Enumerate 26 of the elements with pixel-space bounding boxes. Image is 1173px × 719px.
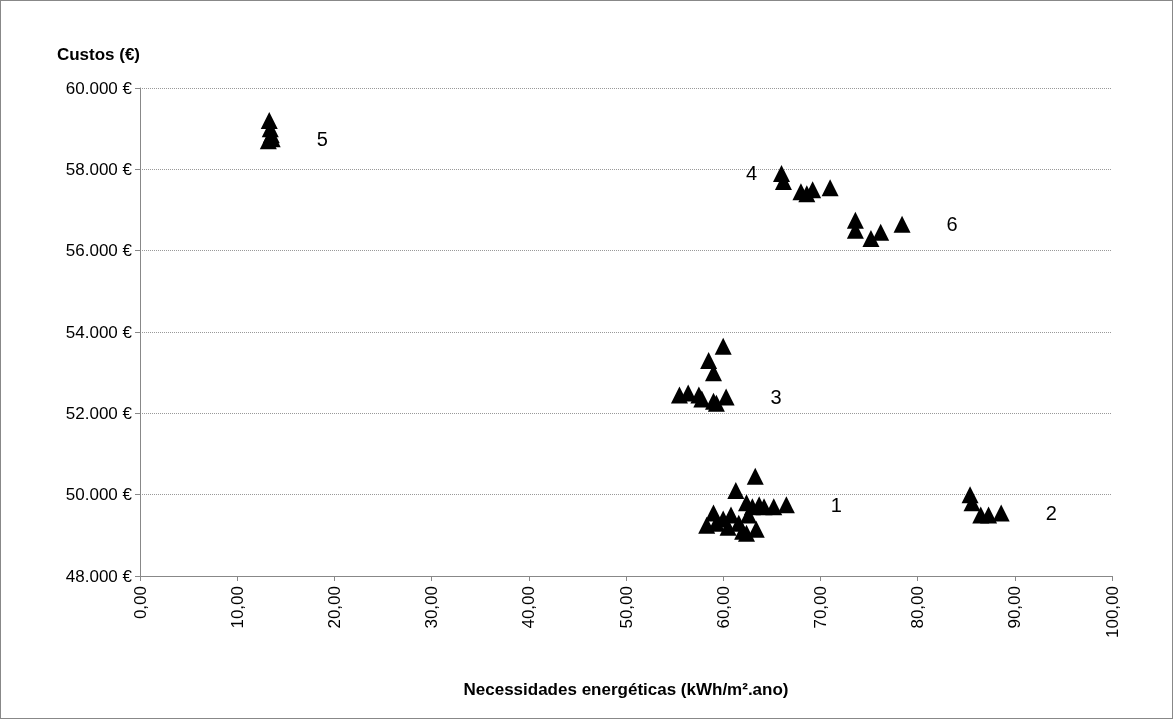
x-axis-title: Necessidades energéticas (kWh/m².ano)	[463, 680, 789, 699]
x-tick-label: 100,00	[1102, 586, 1122, 638]
y-tick-label: 52.000 €	[65, 403, 133, 423]
annotation: 6	[946, 213, 958, 236]
y-tick-label: 48.000 €	[65, 566, 133, 586]
x-tick-label: 40,00	[519, 586, 539, 629]
x-tick-label: 80,00	[908, 586, 928, 629]
x-tick-label: 60,00	[713, 586, 733, 629]
annotation: 1	[830, 493, 842, 516]
annotation: 4	[745, 162, 758, 185]
y-tick-label: 60.000 €	[65, 78, 133, 98]
y-axis-title: Custos (€)	[56, 45, 140, 64]
x-tick-label: 90,00	[1005, 586, 1025, 629]
x-tick-label: 20,00	[324, 586, 344, 629]
x-tick-label: 70,00	[810, 586, 830, 629]
annotation: 3	[770, 386, 782, 409]
x-tick-label: 50,00	[616, 586, 636, 629]
y-tick-label: 50.000 €	[65, 485, 133, 505]
x-tick-label: 0,00	[130, 586, 150, 620]
y-tick-label: 54.000 €	[65, 322, 133, 342]
x-tick-label: 10,00	[227, 586, 247, 629]
y-tick-label: 56.000 €	[65, 241, 133, 261]
annotation: 5	[316, 127, 328, 150]
x-tick-label: 30,00	[422, 586, 442, 629]
y-tick-label: 58.000 €	[65, 159, 133, 179]
annotation: 2	[1045, 501, 1057, 524]
